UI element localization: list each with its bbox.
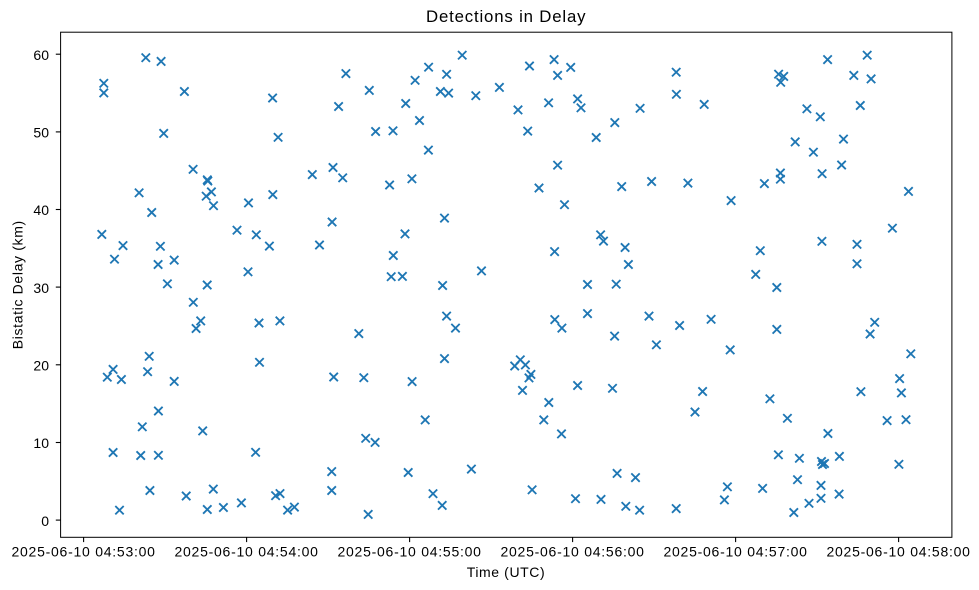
svg-text:Bistatic Delay (km): Bistatic Delay (km) (10, 220, 26, 349)
svg-text:60: 60 (33, 47, 49, 63)
svg-text:2025-06-10 04:53:00: 2025-06-10 04:53:00 (11, 544, 155, 560)
svg-text:2025-06-10 04:57:00: 2025-06-10 04:57:00 (663, 544, 807, 560)
svg-text:Time (UTC): Time (UTC) (467, 564, 546, 580)
svg-text:10: 10 (33, 435, 49, 451)
svg-text:2025-06-10 04:56:00: 2025-06-10 04:56:00 (500, 544, 644, 560)
svg-text:2025-06-10 04:55:00: 2025-06-10 04:55:00 (337, 544, 481, 560)
svg-text:20: 20 (33, 357, 49, 373)
svg-text:30: 30 (33, 280, 49, 296)
svg-text:2025-06-10 04:54:00: 2025-06-10 04:54:00 (174, 544, 318, 560)
svg-text:2025-06-10 04:58:00: 2025-06-10 04:58:00 (826, 544, 970, 560)
svg-text:0: 0 (41, 513, 49, 529)
svg-text:40: 40 (33, 202, 49, 218)
svg-text:50: 50 (33, 125, 49, 141)
svg-text:Detections in Delay: Detections in Delay (426, 7, 586, 26)
